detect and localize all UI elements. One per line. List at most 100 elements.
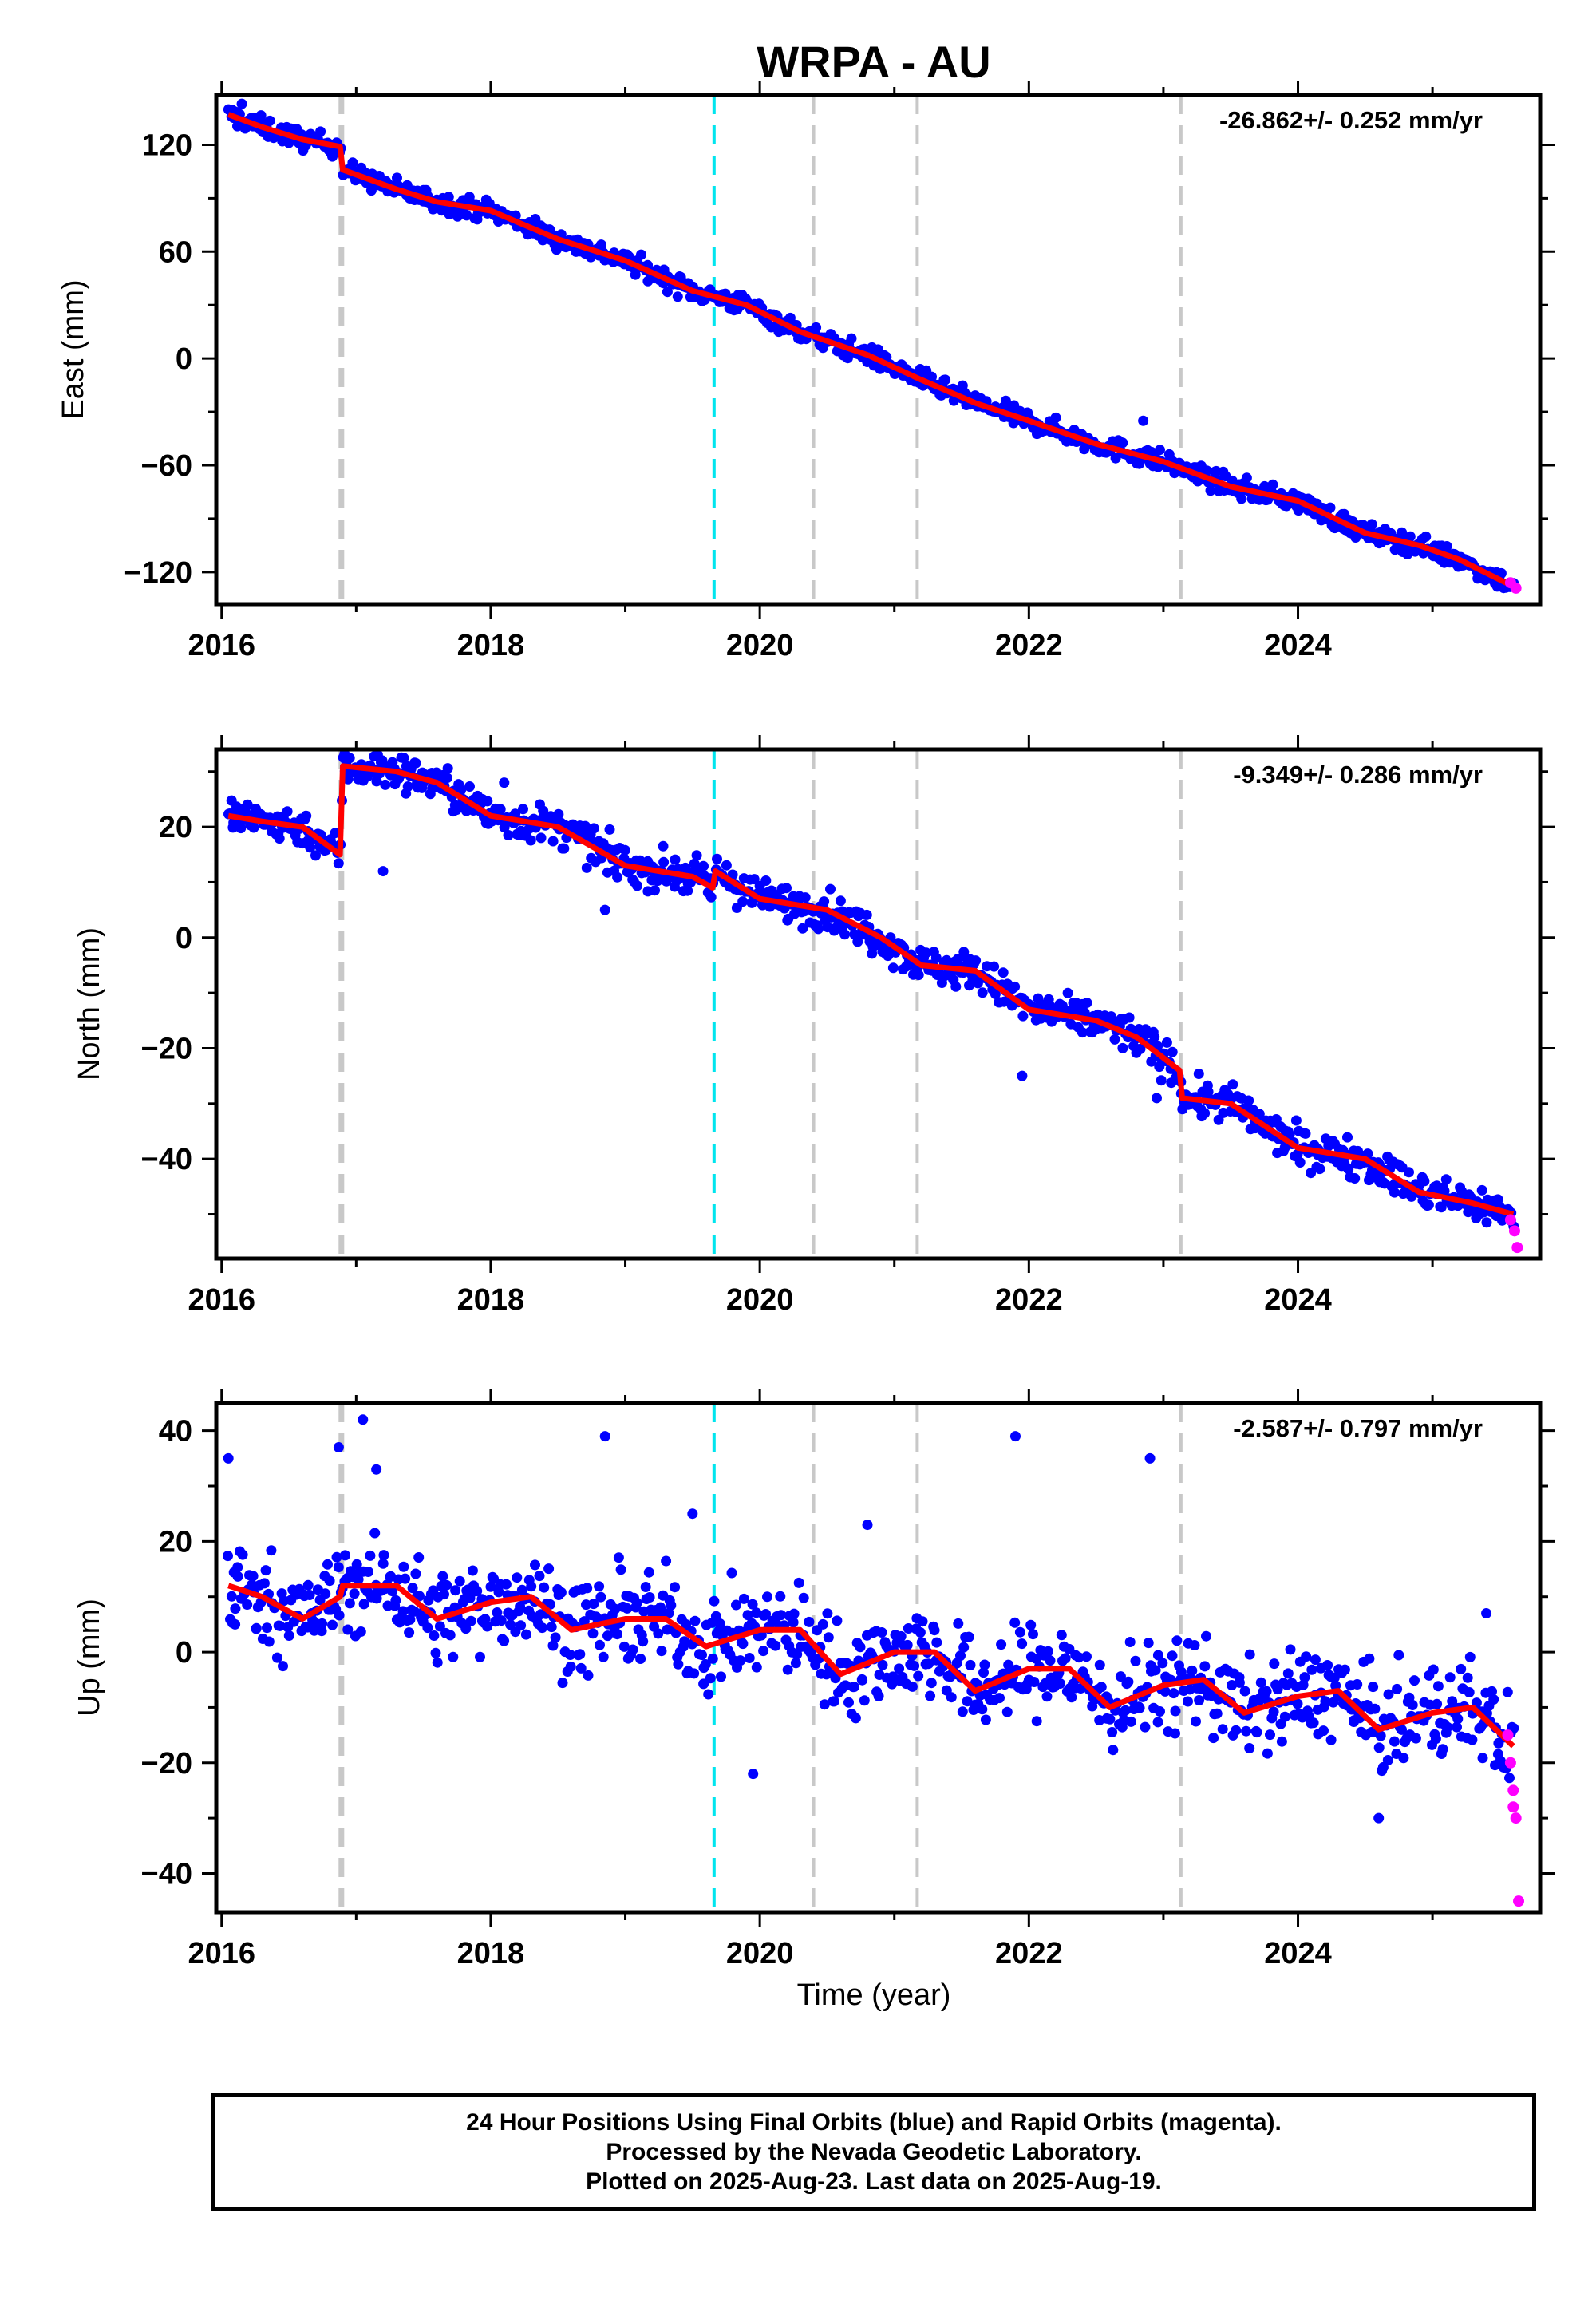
up-plot-frame [214,1401,1543,1915]
up-final-orbit-point [661,1555,672,1567]
up-final-orbit-point [1464,1651,1476,1662]
up-final-orbit-point [760,1609,772,1619]
north-final-orbit-point [301,810,312,821]
up-final-orbit-point [776,1610,787,1621]
north-final-orbit-point [977,987,988,998]
east-final-orbit-point [264,115,275,126]
up-final-orbit-point [762,1591,772,1603]
up-final-orbit-point [232,1562,243,1573]
up-model-line [227,1583,1515,1749]
up-final-orbit-point [978,1667,989,1678]
north-x-tick-label: 2016 [188,1283,255,1317]
up-final-orbit-point [1041,1691,1053,1702]
north-final-orbit-point [921,947,932,958]
up-final-orbit-point [832,1615,843,1626]
up-final-orbit-point [1241,1725,1252,1737]
up-final-orbit-point [1028,1629,1038,1640]
north-y-tick-label: 20 [159,811,192,844]
east-y-tick-label: 0 [176,342,192,376]
north-final-orbit-point [242,799,253,810]
up-final-orbit-point [546,1622,557,1633]
up-final-orbit-point [714,1618,725,1629]
up-outlier-point [748,1769,759,1780]
up-final-orbit-point [582,1583,593,1594]
up-final-orbit-point [363,1567,373,1577]
up-final-orbit-point [512,1572,523,1583]
up-final-orbit-point [788,1608,800,1619]
up-final-orbit-point [1143,1638,1154,1649]
up-x-tick-label: 2020 [726,1937,794,1970]
up-final-orbit-point [595,1639,605,1650]
north-y-tick-label: −40 [141,1143,192,1176]
up-final-orbit-point [557,1678,568,1689]
up-final-orbit-point [1292,1698,1303,1709]
up-final-orbit-point [1191,1716,1201,1727]
north-final-orbit-point [1199,1108,1211,1119]
up-final-orbit-point [439,1589,449,1600]
east-panel: 2016 2018 2020 2022 2024 −120 −60 0 60 120 East (m… [57,81,1555,662]
north-final-orbit-point [535,832,547,844]
north-final-orbit-point [380,779,391,790]
north-final-orbit-point [737,896,749,907]
north-rate-label: -9.349+/- 0.286 mm/yr [1233,761,1483,788]
east-final-orbit-point [1441,541,1452,551]
up-outlier-point [230,1618,241,1630]
north-final-orbit-point [525,835,536,846]
up-final-orbit-point [738,1593,749,1604]
up-final-orbit-point [482,1621,493,1632]
east-final-orbit-point [347,157,358,168]
east-outlier-point [236,98,247,109]
up-final-orbit-point [493,1587,504,1598]
north-plot-frame [214,747,1543,1261]
up-final-orbit-point [407,1583,418,1594]
up-final-orbit-point [1152,1650,1163,1661]
north-rapid-orbit-point [1508,1225,1520,1237]
up-final-orbit-point [251,1622,262,1634]
up-final-orbit-point [230,1603,241,1614]
up-final-orbit-point [1504,1773,1515,1784]
north-final-orbit-point [760,875,772,886]
north-final-orbit-point [913,970,924,981]
north-x-tick-label: 2022 [995,1283,1063,1317]
north-final-orbit-point [952,954,963,965]
up-final-orbit-point [242,1599,253,1610]
up-final-orbit-point [618,1641,630,1652]
up-final-orbit-point [925,1690,936,1701]
up-final-orbit-point [726,1567,737,1579]
north-final-orbit-point [650,885,660,896]
up-final-orbit-point [429,1630,440,1641]
north-final-orbit-point [930,952,942,963]
up-outlier-point [1481,1608,1492,1619]
up-final-orbit-point [520,1629,531,1640]
north-final-orbit-point [410,757,421,769]
east-y-axis-label: East (mm) [57,279,90,419]
footer-line-dates: Plotted on 2025-Aug-23. Last data on 202… [586,2168,1162,2195]
north-final-orbit-point [442,763,453,774]
up-final-orbit-point [333,1562,344,1573]
up-final-orbit-point [278,1661,288,1672]
north-final-orbit-point [248,822,259,833]
up-final-orbit-point [1369,1703,1381,1714]
up-final-orbit-point [547,1640,559,1651]
north-final-orbit-point [1300,1128,1311,1139]
up-final-orbit-point [369,1528,381,1539]
north-final-orbit-point [1294,1157,1306,1168]
up-rapid-orbit-point [1513,1895,1525,1907]
up-final-orbit-point [1025,1619,1037,1630]
up-final-orbit-point [1325,1734,1337,1745]
up-final-orbit-point [1339,1664,1350,1675]
up-final-orbit-point [1014,1626,1025,1638]
up-final-orbit-point [441,1579,452,1591]
up-final-orbit-point [1108,1745,1119,1756]
up-final-orbit-point [823,1632,834,1643]
up-final-orbit-point [444,1630,456,1641]
up-final-orbit-point [1045,1655,1056,1666]
up-x-tick-label: 2022 [995,1937,1063,1970]
up-x-tick-label: 2024 [1264,1937,1332,1970]
up-final-orbit-point [705,1673,716,1684]
up-outlier-point [1373,1812,1385,1824]
up-final-orbit-point [262,1622,272,1634]
up-final-orbit-point [575,1649,586,1660]
up-y-tick-label: 20 [159,1525,192,1559]
up-final-orbit-point [653,1628,664,1639]
